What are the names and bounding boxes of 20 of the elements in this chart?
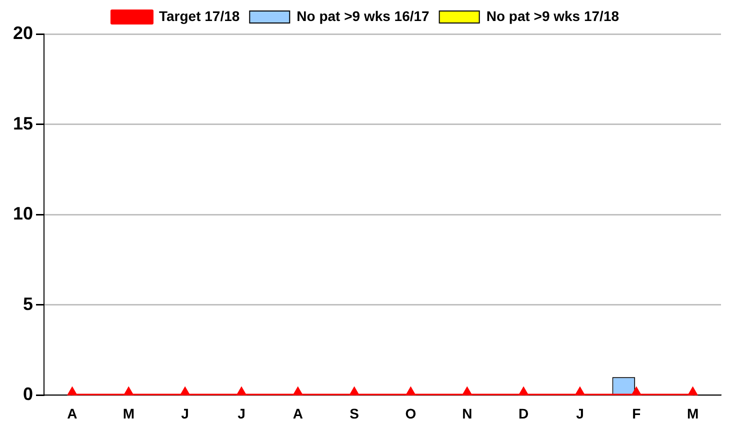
x-tick-label: M — [122, 405, 134, 422]
legend-label: No pat >9 wks 16/17 — [296, 8, 430, 24]
x-tick-label: J — [181, 405, 189, 422]
x-tick-label: O — [405, 405, 416, 422]
x-tick-label: N — [462, 405, 472, 422]
y-tick-label: 5 — [23, 294, 34, 314]
x-tick-label: S — [350, 405, 359, 422]
y-tick-label: 15 — [12, 113, 34, 134]
y-tick-label: 10 — [12, 204, 34, 224]
x-tick-label: A — [67, 405, 78, 422]
y-tick-label: 0 — [23, 384, 34, 404]
x-tick-label: J — [238, 405, 246, 422]
y-tick-label: 20 — [12, 22, 34, 43]
x-tick-label: F — [632, 405, 642, 422]
x-tick-label: A — [292, 405, 303, 422]
x-tick-label: J — [576, 405, 584, 422]
x-tick-label: M — [686, 405, 699, 422]
legend-label: Target 17/18 — [158, 8, 240, 24]
x-tick-label: D — [518, 405, 529, 422]
legend-label: No pat >9 wks 17/18 — [486, 8, 620, 24]
